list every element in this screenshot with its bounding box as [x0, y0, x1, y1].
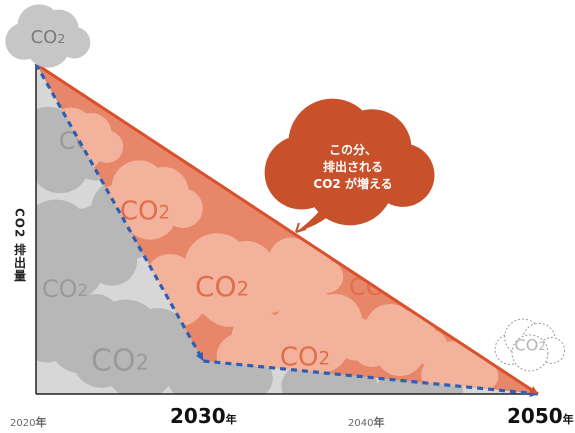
baseline-area-layer: CO2 CO2 CO2: [36, 64, 538, 394]
excess-cloud: [96, 160, 203, 240]
cloud-label-subscript: 2: [237, 277, 249, 300]
annotation-line-2: 排出される: [322, 160, 383, 174]
end-cloud-label: CO2: [515, 336, 546, 355]
start-cloud-label: CO2: [31, 27, 66, 48]
cloud-lobe: [122, 184, 178, 240]
start-cloud: [5, 4, 91, 68]
series-dashed-line: [34, 63, 539, 396]
cloud-label-subscript: 2: [136, 351, 149, 375]
annotation-text: この分、 排出される CO2 が増える: [292, 142, 414, 193]
annotation-line-1: この分、: [328, 143, 377, 157]
annotation-pointer-tip: [295, 222, 307, 233]
series-solid-line: [35, 62, 539, 396]
dashed-arrowhead-2030: [195, 352, 204, 361]
excess-cloud: [256, 237, 344, 303]
baseline-cloud: [36, 257, 84, 323]
y-axis-label: CO2 排出量: [12, 207, 27, 283]
cloud-label-subscript: 2: [319, 348, 331, 369]
cloud-label: CO2: [120, 197, 170, 227]
cloud-lobe: [105, 330, 175, 394]
lines-layer: [34, 62, 539, 398]
x-tick-2030: 2030年: [170, 404, 237, 428]
cloud-label: CO2: [280, 343, 330, 373]
cloud-label-subscript: 2: [77, 280, 88, 300]
cloud-lobe: [36, 277, 63, 323]
cloud-label-subscript: 2: [538, 340, 545, 353]
cloud-lobe: [306, 137, 394, 226]
cloud-lobe: [305, 366, 355, 394]
cloud-lobe: [375, 326, 425, 376]
annotation-pointer: [296, 208, 334, 232]
cloud-lobe: [397, 372, 443, 394]
x-tick-2020: 2020年: [10, 416, 47, 429]
cloud-lobe: [511, 334, 549, 372]
excess-cloud: [216, 310, 323, 390]
cloud-label-subscript: 2: [57, 30, 65, 45]
baseline-clouds: CO2 CO2 CO2: [36, 106, 464, 394]
x-tick-2050: 2050年: [507, 404, 574, 428]
x-tick-2040: 2040年: [348, 416, 385, 429]
end-cloud: [494, 318, 566, 372]
cloud-label: CO2: [91, 344, 149, 379]
solid-arrowhead-2050: [529, 386, 538, 394]
decor-layer: CO2 CO2: [5, 4, 566, 372]
cloud-lobe: [277, 257, 323, 303]
cloud-label: CO2: [42, 275, 88, 303]
cloud-lobe: [192, 354, 248, 394]
cloud-label-subscript: 2: [159, 202, 171, 223]
cloud-lobe: [36, 133, 90, 194]
annotation-bubble: [264, 98, 435, 226]
cloud-lobe: [26, 23, 70, 68]
annotation-line-3: CO2 が増える: [313, 177, 393, 191]
